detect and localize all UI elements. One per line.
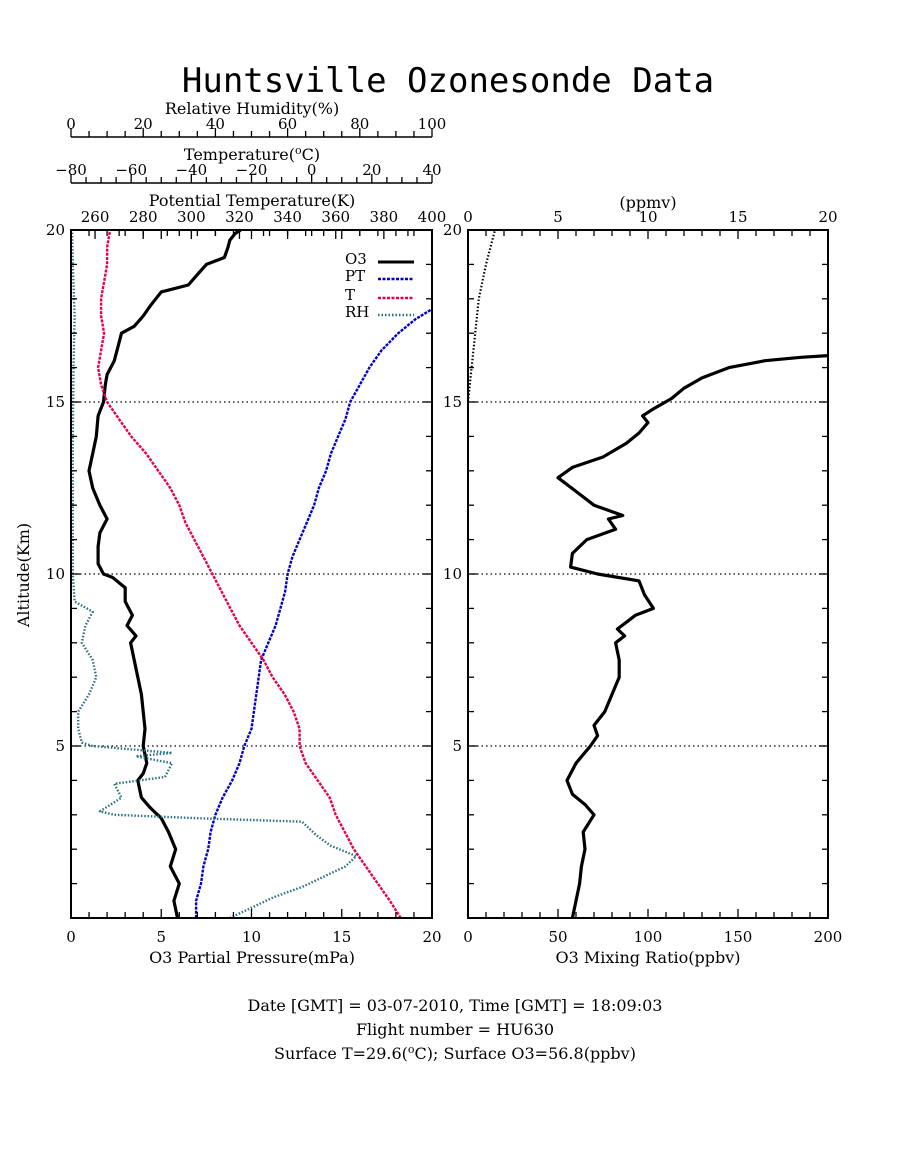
temperature-tick-label: −80 bbox=[55, 161, 87, 179]
footer-flight-number: Flight number = HU630 bbox=[356, 1020, 554, 1039]
o3-pressure-tick-label: 0 bbox=[66, 928, 76, 946]
temperature-tick-label: 20 bbox=[362, 161, 381, 179]
legend-label-pt: PT bbox=[345, 267, 365, 285]
legend-label-o3: O3 bbox=[345, 250, 367, 268]
ppmv-axis-label: (ppmv) bbox=[619, 193, 676, 212]
left-y-tick-label: 5 bbox=[55, 737, 65, 755]
series-line-o3 bbox=[87, 228, 242, 919]
o3-pressure-tick-label: 15 bbox=[332, 928, 351, 946]
legend: O3 PT T RH bbox=[345, 250, 414, 321]
left-y-tick-label: 15 bbox=[46, 393, 65, 411]
left-plot-frame bbox=[70, 229, 433, 919]
pt-tick-label: 400 bbox=[418, 208, 447, 226]
left-y-tick-label: 10 bbox=[46, 565, 65, 583]
temperature-tick-label: −60 bbox=[115, 161, 147, 179]
right-y-tick-label: 15 bbox=[443, 393, 462, 411]
footer-surface-degree: o bbox=[408, 1043, 415, 1056]
footer-surface-suffix: C); Surface O3=56.8(ppbv) bbox=[415, 1044, 636, 1063]
o3-pressure-axis-label: O3 Partial Pressure(mPa) bbox=[149, 948, 355, 967]
pt-tick-label: 340 bbox=[273, 208, 302, 226]
right-grid-lines bbox=[468, 401, 828, 747]
pt-tick-label: 280 bbox=[129, 208, 158, 226]
temperature-axis-label: Temperature(oC) bbox=[184, 144, 320, 165]
series-line-o3-ppbv bbox=[556, 354, 829, 919]
o3-pressure-tick-label: 5 bbox=[156, 928, 166, 946]
chart-title: Huntsville Ozonesonde Data bbox=[182, 61, 714, 101]
mixing-ratio-tick-label: 150 bbox=[724, 928, 753, 946]
ppmv-tick-label: 15 bbox=[728, 208, 747, 226]
o3-pressure-tick-label: 10 bbox=[242, 928, 261, 946]
temperature-axis-label-degree: o bbox=[295, 144, 302, 157]
mixing-ratio-tick-label: 50 bbox=[548, 928, 567, 946]
legend-label-t: T bbox=[345, 286, 355, 304]
pt-axis-label: Potential Temperature(K) bbox=[149, 191, 356, 210]
left-series-group bbox=[70, 228, 433, 920]
rh-tick-label: 0 bbox=[66, 115, 76, 133]
series-line-o3-ppmv bbox=[466, 229, 497, 403]
ppmv-tick-label: 0 bbox=[463, 208, 473, 226]
mixing-ratio-axis-label: O3 Mixing Ratio(ppbv) bbox=[555, 948, 740, 967]
rh-tick-label: 20 bbox=[134, 115, 153, 133]
left-grid-lines bbox=[71, 401, 432, 747]
altitude-axis-label: Altitude(Km) bbox=[14, 523, 33, 628]
temperature-tick-label: 40 bbox=[422, 161, 441, 179]
temperature-tick-label: −40 bbox=[176, 161, 208, 179]
pt-tick-label: 300 bbox=[177, 208, 206, 226]
rh-tick-label: 80 bbox=[350, 115, 369, 133]
temperature-axis-label-prefix: Temperature( bbox=[184, 145, 295, 164]
pt-tick-label: 360 bbox=[321, 208, 350, 226]
temperature-tick-label: 0 bbox=[307, 161, 317, 179]
pt-tick-label: 260 bbox=[81, 208, 110, 226]
right-plot-frame bbox=[467, 229, 829, 919]
right-y-tick-label: 20 bbox=[443, 221, 462, 239]
right-y-tick-label: 10 bbox=[443, 565, 462, 583]
rh-axis-label: Relative Humidity(%) bbox=[165, 99, 339, 118]
pt-tick-label: 320 bbox=[225, 208, 254, 226]
mixing-ratio-tick-label: 100 bbox=[634, 928, 663, 946]
pt-tick-label: 380 bbox=[370, 208, 399, 226]
mixing-ratio-tick-label: 0 bbox=[463, 928, 473, 946]
series-line-rh bbox=[70, 229, 358, 920]
mixing-ratio-tick-label: 200 bbox=[814, 928, 843, 946]
rh-tick-label: 60 bbox=[278, 115, 297, 133]
right-series-group bbox=[466, 229, 829, 919]
right-y-tick-label: 5 bbox=[452, 737, 462, 755]
footer-surface-values: Surface T=29.6(oC); Surface O3=56.8(ppbv… bbox=[274, 1043, 636, 1064]
rh-tick-label: 40 bbox=[206, 115, 225, 133]
ppmv-tick-label: 20 bbox=[818, 208, 837, 226]
ppmv-tick-label: 10 bbox=[638, 208, 657, 226]
legend-label-rh: RH bbox=[345, 303, 369, 321]
ppmv-tick-label: 5 bbox=[553, 208, 563, 226]
series-line-t bbox=[96, 229, 402, 919]
o3-pressure-tick-label: 20 bbox=[422, 928, 441, 946]
temperature-tick-label: −20 bbox=[236, 161, 268, 179]
footer-surface-prefix: Surface T=29.6( bbox=[274, 1044, 408, 1063]
series-line-pt bbox=[194, 308, 433, 918]
footer-date-time: Date [GMT] = 03-07-2010, Time [GMT] = 18… bbox=[248, 996, 663, 1015]
temperature-axis-label-suffix: C) bbox=[302, 145, 320, 164]
rh-tick-label: 100 bbox=[418, 115, 447, 133]
left-y-tick-label: 20 bbox=[46, 221, 65, 239]
